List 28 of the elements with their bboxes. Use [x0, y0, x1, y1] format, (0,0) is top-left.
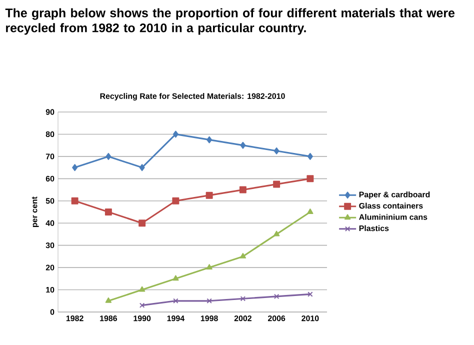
point [106, 152, 112, 160]
point [172, 130, 178, 138]
point [206, 192, 213, 199]
point [239, 186, 246, 194]
text: The graph below shows the proportion of four different materials that were recycled from 1982 to 2010 in a particular country. [5, 8, 455, 35]
point [273, 180, 280, 188]
point [206, 136, 212, 144]
point [172, 197, 180, 204]
point [138, 220, 146, 227]
point [240, 296, 246, 302]
point [307, 152, 313, 160]
point [72, 164, 78, 172]
point [240, 142, 246, 149]
point [206, 298, 212, 304]
point [172, 275, 179, 281]
point [307, 208, 314, 214]
point [206, 264, 212, 270]
point [138, 286, 146, 292]
point [71, 197, 78, 204]
point [274, 147, 280, 154]
point [173, 298, 178, 304]
point [104, 208, 112, 216]
point [274, 294, 280, 300]
point [306, 175, 314, 182]
point [273, 230, 280, 236]
point [105, 297, 112, 303]
point [139, 164, 145, 172]
point [240, 252, 246, 258]
